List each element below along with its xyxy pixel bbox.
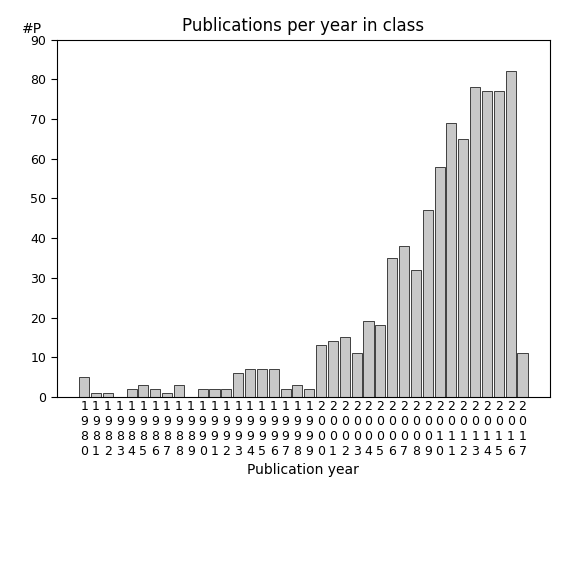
Bar (162, 393, 172, 397)
Bar (494, 91, 504, 397)
Bar (446, 123, 456, 397)
Bar (458, 139, 468, 397)
Bar (103, 393, 113, 397)
Bar (209, 389, 219, 397)
Bar (91, 393, 101, 397)
Bar (221, 389, 231, 397)
Text: #P: #P (22, 22, 43, 36)
Bar (304, 389, 314, 397)
Bar (79, 377, 89, 397)
Bar (363, 321, 374, 397)
Bar (328, 341, 338, 397)
Bar (411, 270, 421, 397)
Bar (434, 167, 445, 397)
Bar (174, 385, 184, 397)
Bar (316, 345, 326, 397)
Bar (375, 325, 386, 397)
Bar (399, 246, 409, 397)
Bar (340, 337, 350, 397)
Bar (198, 389, 208, 397)
Title: Publications per year in class: Publications per year in class (182, 18, 425, 35)
Bar (482, 91, 492, 397)
Bar (138, 385, 149, 397)
Bar (269, 369, 279, 397)
Bar (423, 210, 433, 397)
Bar (233, 373, 243, 397)
Bar (518, 353, 527, 397)
Bar (281, 389, 291, 397)
Bar (470, 87, 480, 397)
Bar (245, 369, 255, 397)
Bar (150, 389, 160, 397)
X-axis label: Publication year: Publication year (247, 463, 359, 477)
Bar (257, 369, 267, 397)
Bar (506, 71, 516, 397)
Bar (387, 258, 397, 397)
Bar (293, 385, 302, 397)
Bar (352, 353, 362, 397)
Bar (126, 389, 137, 397)
